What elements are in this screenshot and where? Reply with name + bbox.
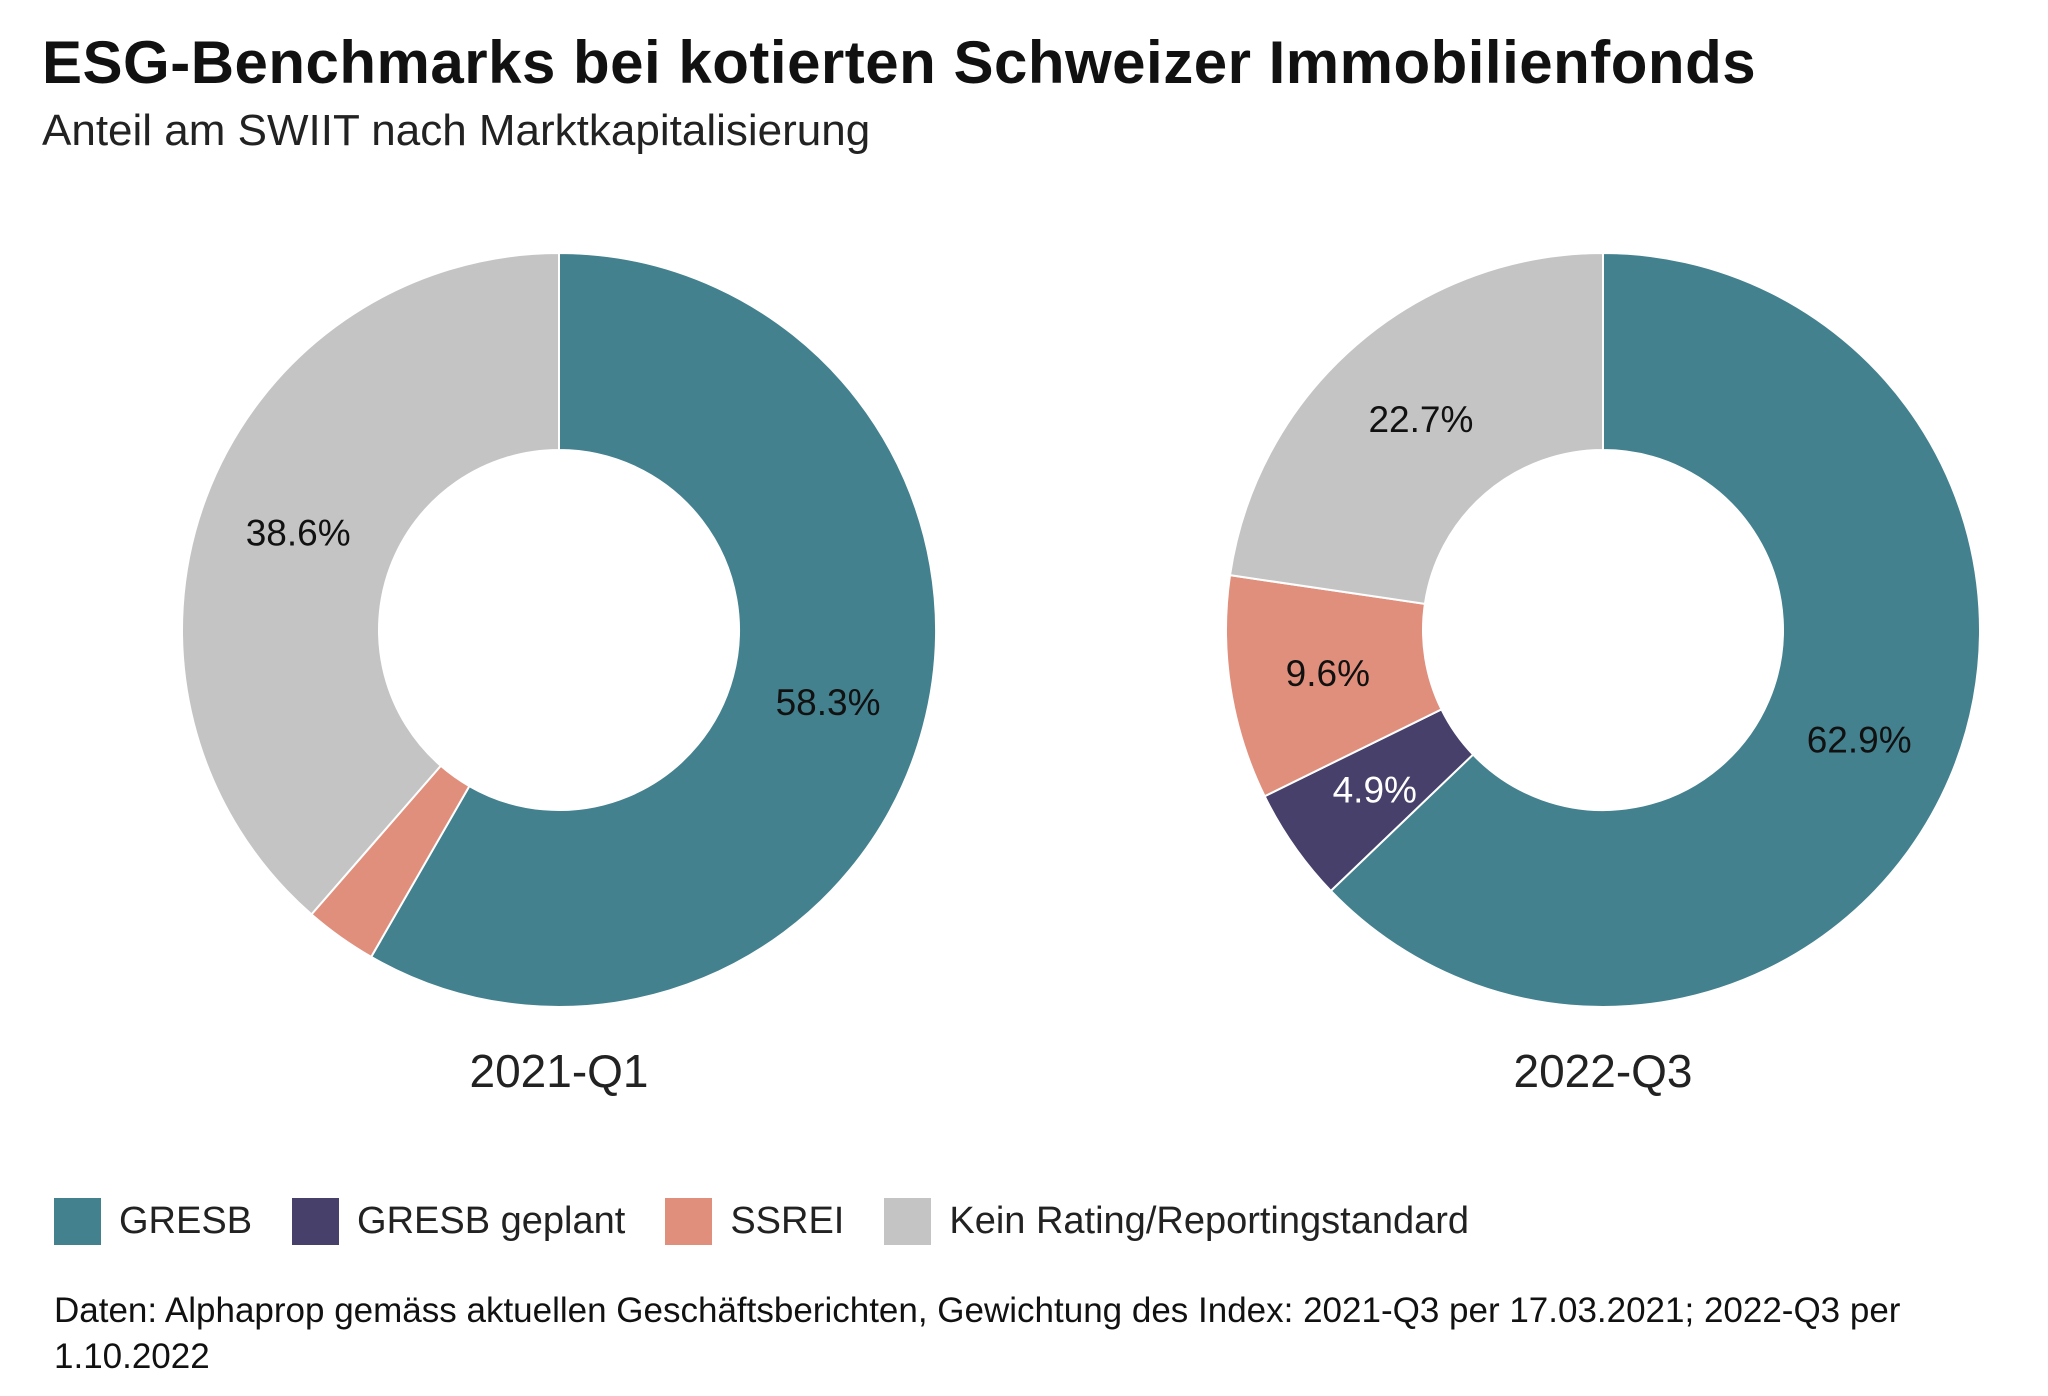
legend-swatch bbox=[54, 1198, 101, 1245]
donut-charts: 58.3% 38.6% 2021-Q1 62.9% 4.9% 9.6% 22.7% 2022-… bbox=[181, 251, 1981, 1097]
data-label: 62.9% bbox=[1807, 719, 1912, 760]
legend: GRESB GRESB geplant SSREI Kein Rating/Re… bbox=[54, 1198, 1509, 1245]
source-note: Daten: Alphaprop gemäss aktuellen Geschä… bbox=[54, 1291, 1901, 1376]
legend-item-kein-rating: Kein Rating/Reportingstandard bbox=[884, 1198, 1469, 1245]
legend-swatch bbox=[292, 1198, 340, 1245]
chart-title: ESG-Benchmarks bei kotierten Schweizer I… bbox=[42, 29, 1757, 96]
donut-period-label: 2021-Q1 bbox=[469, 1045, 648, 1097]
data-label: 58.3% bbox=[776, 682, 881, 723]
legend-item-ssrei: SSREI bbox=[665, 1198, 844, 1245]
legend-item-gresb-geplant: GRESB geplant bbox=[292, 1198, 625, 1245]
donut-slice-kein-rating-reportingstandard bbox=[1228, 251, 1604, 605]
legend-label: SSREI bbox=[730, 1200, 845, 1242]
legend-item-gresb: GRESB bbox=[54, 1198, 252, 1245]
legend-label: Kein Rating/Reportingstandard bbox=[949, 1200, 1470, 1242]
legend-label: GRESB geplant bbox=[357, 1200, 626, 1242]
data-label: 22.7% bbox=[1368, 399, 1473, 440]
data-label: 9.6% bbox=[1286, 653, 1370, 694]
chart-subtitle: Anteil am SWIIT nach Marktkapitalisierun… bbox=[42, 106, 871, 155]
donut-slice-gresb bbox=[1329, 251, 1981, 1008]
donut-slice-kein-rating-reportingstandard bbox=[181, 251, 560, 916]
legend-swatch bbox=[884, 1198, 932, 1245]
legend-swatch bbox=[665, 1198, 713, 1245]
legend-label: GRESB bbox=[119, 1200, 253, 1242]
data-label: 4.9% bbox=[1333, 770, 1417, 811]
donut-slice-gresb bbox=[369, 251, 937, 1008]
donut-period-label: 2022-Q3 bbox=[1513, 1045, 1692, 1097]
data-label: 38.6% bbox=[246, 512, 351, 553]
donut-slice-ssrei bbox=[1225, 574, 1443, 798]
